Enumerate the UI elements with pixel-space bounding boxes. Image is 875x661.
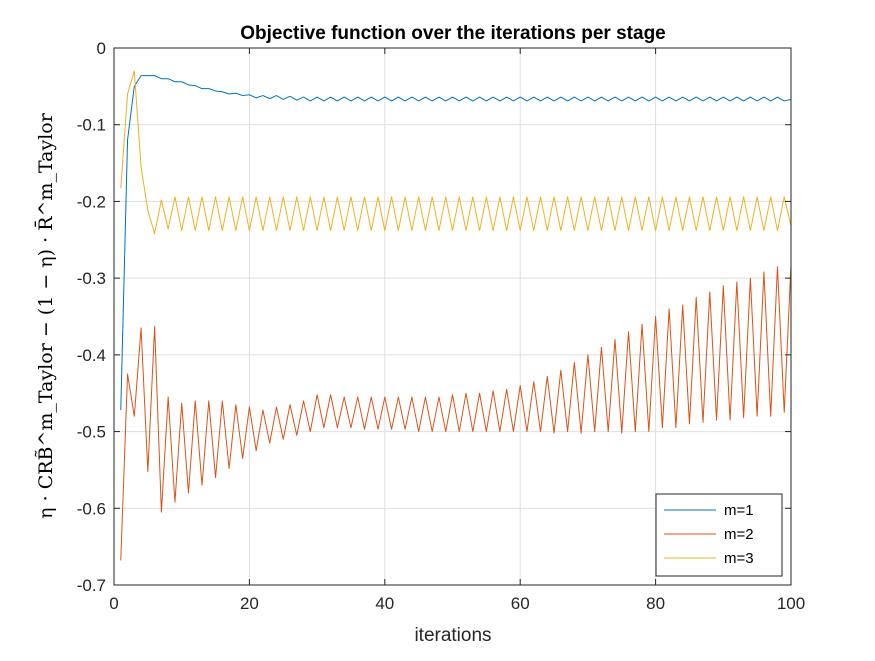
- x-tick-label: 40: [375, 594, 394, 613]
- y-tick-label: -0.5: [77, 423, 106, 442]
- legend-box: [655, 493, 783, 577]
- x-axis-label: iterations: [414, 625, 491, 646]
- legend-label: m=2: [724, 526, 754, 543]
- legend-label: m=1: [724, 502, 754, 519]
- chart-title: Objective function over the iterations p…: [240, 23, 666, 44]
- x-tick-label: 100: [777, 594, 805, 613]
- x-tick-label: 60: [511, 594, 530, 613]
- series-line-m-2: [120, 264, 792, 561]
- legend-label: m=3: [724, 550, 754, 567]
- legend: m=1 m=2 m=3: [655, 493, 783, 577]
- series-line-m-1: [120, 75, 792, 411]
- y-tick-label: -0.6: [77, 499, 106, 518]
- x-tick-label: 20: [240, 594, 259, 613]
- x-tick-label: 80: [646, 594, 665, 613]
- y-tick-label: -0.4: [77, 346, 106, 365]
- y-tick-label: -0.1: [77, 116, 106, 135]
- series-line-m-3: [120, 70, 792, 235]
- y-axis-label: η · CRB̃^m_Taylor − (1 − η) · R̄^m_Taylo…: [34, 112, 57, 519]
- y-tick-label: -0.3: [77, 269, 106, 288]
- y-tick-label: 0: [97, 39, 106, 58]
- axes-box: [113, 47, 792, 586]
- ticks: 0 20 40 60 80 100 0 -0.1 -0.2 -0.3 -0.4 -0.5 -0.6 -0.…: [77, 39, 805, 613]
- x-tick-label: 0: [109, 594, 118, 613]
- y-tick-label: -0.2: [77, 192, 106, 211]
- y-tick-label: -0.7: [77, 576, 106, 595]
- series-lines: [120, 70, 792, 561]
